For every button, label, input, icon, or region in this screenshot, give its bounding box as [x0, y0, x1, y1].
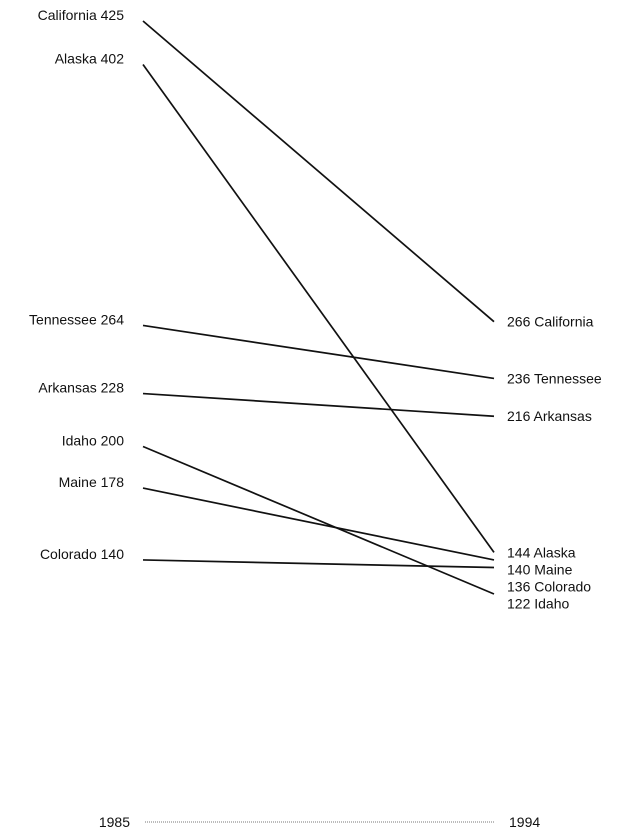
slope-line-arkansas: [142, 392, 495, 418]
right-label-maine: 140 Maine: [507, 561, 573, 577]
year-axis: 1985 1994: [99, 814, 541, 830]
right-label-idaho: 122 Idaho: [507, 595, 569, 611]
right-labels: 266 California 236 Tennessee 216 Arkansas 1…: [507, 314, 602, 612]
right-label-california: 266 California: [507, 314, 594, 330]
year-label-end: 1994: [509, 814, 540, 830]
slope-line-alaska: [142, 63, 495, 553]
left-label-maine: Maine 178: [59, 474, 125, 490]
slope-line-maine: [142, 487, 495, 561]
slope-lines: [142, 20, 495, 595]
year-label-start: 1985: [99, 814, 130, 830]
left-label-tennessee: Tennessee 264: [29, 311, 124, 327]
left-label-california: California 425: [38, 7, 125, 23]
left-label-idaho: Idaho 200: [62, 432, 124, 448]
left-label-arkansas: Arkansas 228: [38, 380, 124, 396]
slope-line-california: [142, 20, 495, 323]
slope-line-idaho: [142, 445, 495, 595]
right-label-colorado: 136 Colorado: [507, 578, 591, 594]
right-label-tennessee: 236 Tennessee: [507, 370, 602, 386]
slope-line-tennessee: [142, 324, 495, 380]
left-labels: California 425 Alaska 402 Tennessee 264 Ark…: [29, 7, 124, 562]
right-label-alaska: 144 Alaska: [507, 544, 576, 560]
right-label-arkansas: 216 Arkansas: [507, 408, 592, 424]
left-label-alaska: Alaska 402: [55, 50, 124, 66]
left-label-colorado: Colorado 140: [40, 546, 124, 562]
slope-line-colorado: [142, 559, 495, 569]
